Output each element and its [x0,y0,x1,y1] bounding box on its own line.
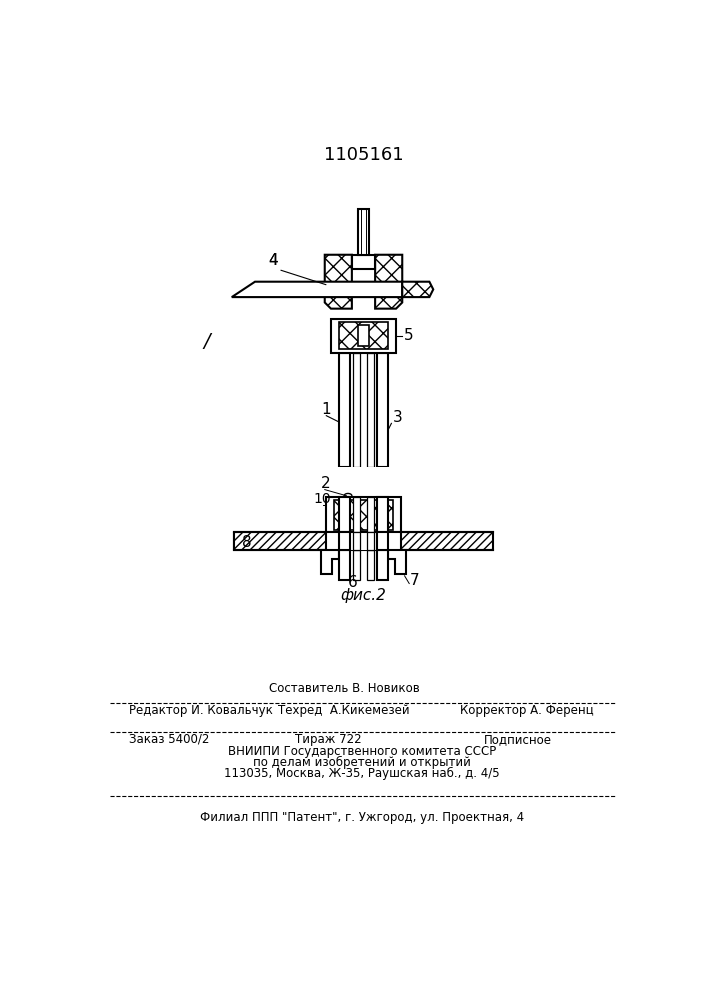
Bar [339,497,349,532]
Bar [378,353,388,466]
Bar [353,550,361,580]
Polygon shape [402,282,433,297]
Bar [367,532,374,550]
Text: Филиал ППП "Патент", г. Ужгород, ул. Проектная, 4: Филиал ППП "Патент", г. Ужгород, ул. Про… [200,811,524,824]
Bar [234,532,493,550]
Bar [339,473,349,497]
Bar [367,353,374,466]
Text: 1105161: 1105161 [324,146,403,164]
Text: 10: 10 [313,492,331,506]
Bar [352,255,375,269]
Bar [378,497,388,532]
Text: 5: 5 [404,328,414,343]
Bar [367,473,374,497]
Text: 4: 4 [268,253,278,268]
Bar [367,550,374,580]
Text: 113035, Москва, Ж-35, Раушская наб., д. 4/5: 113035, Москва, Ж-35, Раушская наб., д. … [224,767,500,780]
Bar [327,497,401,532]
Text: 8: 8 [242,535,252,550]
Bar [337,466,351,497]
Bar [339,353,349,466]
Text: Тираж 722: Тираж 722 [296,733,362,746]
Bar [376,466,390,497]
Bar [331,319,396,353]
Text: Заказ 5400/2: Заказ 5400/2 [129,733,209,746]
Text: Корректор А. Ференц: Корректор А. Ференц [460,704,594,717]
Bar [334,500,393,530]
Bar [358,325,369,346]
Bar [339,550,349,580]
Text: 7: 7 [410,573,420,588]
Text: 3: 3 [393,410,403,425]
Text: 6: 6 [348,575,358,590]
Bar [367,497,374,532]
Bar [353,497,361,532]
Bar [378,550,388,580]
Polygon shape [388,550,406,574]
Text: Составитель В. Новиков: Составитель В. Новиков [269,682,419,695]
Bar [353,532,361,550]
Text: 1: 1 [322,402,332,417]
Text: Подписное: Подписное [484,733,551,746]
Bar [378,473,388,497]
Text: 2: 2 [321,476,330,491]
Bar [353,473,361,497]
Text: Техред  А.Кикемезей: Техред А.Кикемезей [279,704,410,717]
Text: 4: 4 [268,253,278,268]
Polygon shape [232,282,402,297]
Bar [358,209,369,255]
Bar [325,531,402,550]
Polygon shape [325,255,352,309]
Bar [339,322,388,349]
Bar [378,532,388,550]
Polygon shape [321,550,339,574]
Text: ВНИИПИ Государственного комитета СССР: ВНИИПИ Государственного комитета СССР [228,745,496,758]
Text: по делам изобретений и открытий: по делам изобретений и открытий [253,756,471,769]
Bar [353,353,361,466]
Text: Редактор И. Ковальчук: Редактор И. Ковальчук [129,704,273,717]
Bar [339,532,349,550]
Text: фис.2: фис.2 [341,588,387,603]
Polygon shape [375,255,402,309]
Bar [351,466,376,497]
Text: /: / [203,332,210,351]
